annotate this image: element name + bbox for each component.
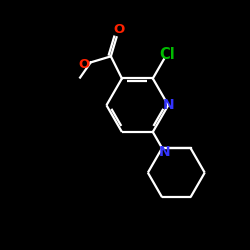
Text: O: O <box>78 58 90 71</box>
Text: Cl: Cl <box>159 47 174 62</box>
Text: O: O <box>113 23 124 36</box>
Text: N: N <box>162 98 174 112</box>
Text: N: N <box>158 145 170 159</box>
